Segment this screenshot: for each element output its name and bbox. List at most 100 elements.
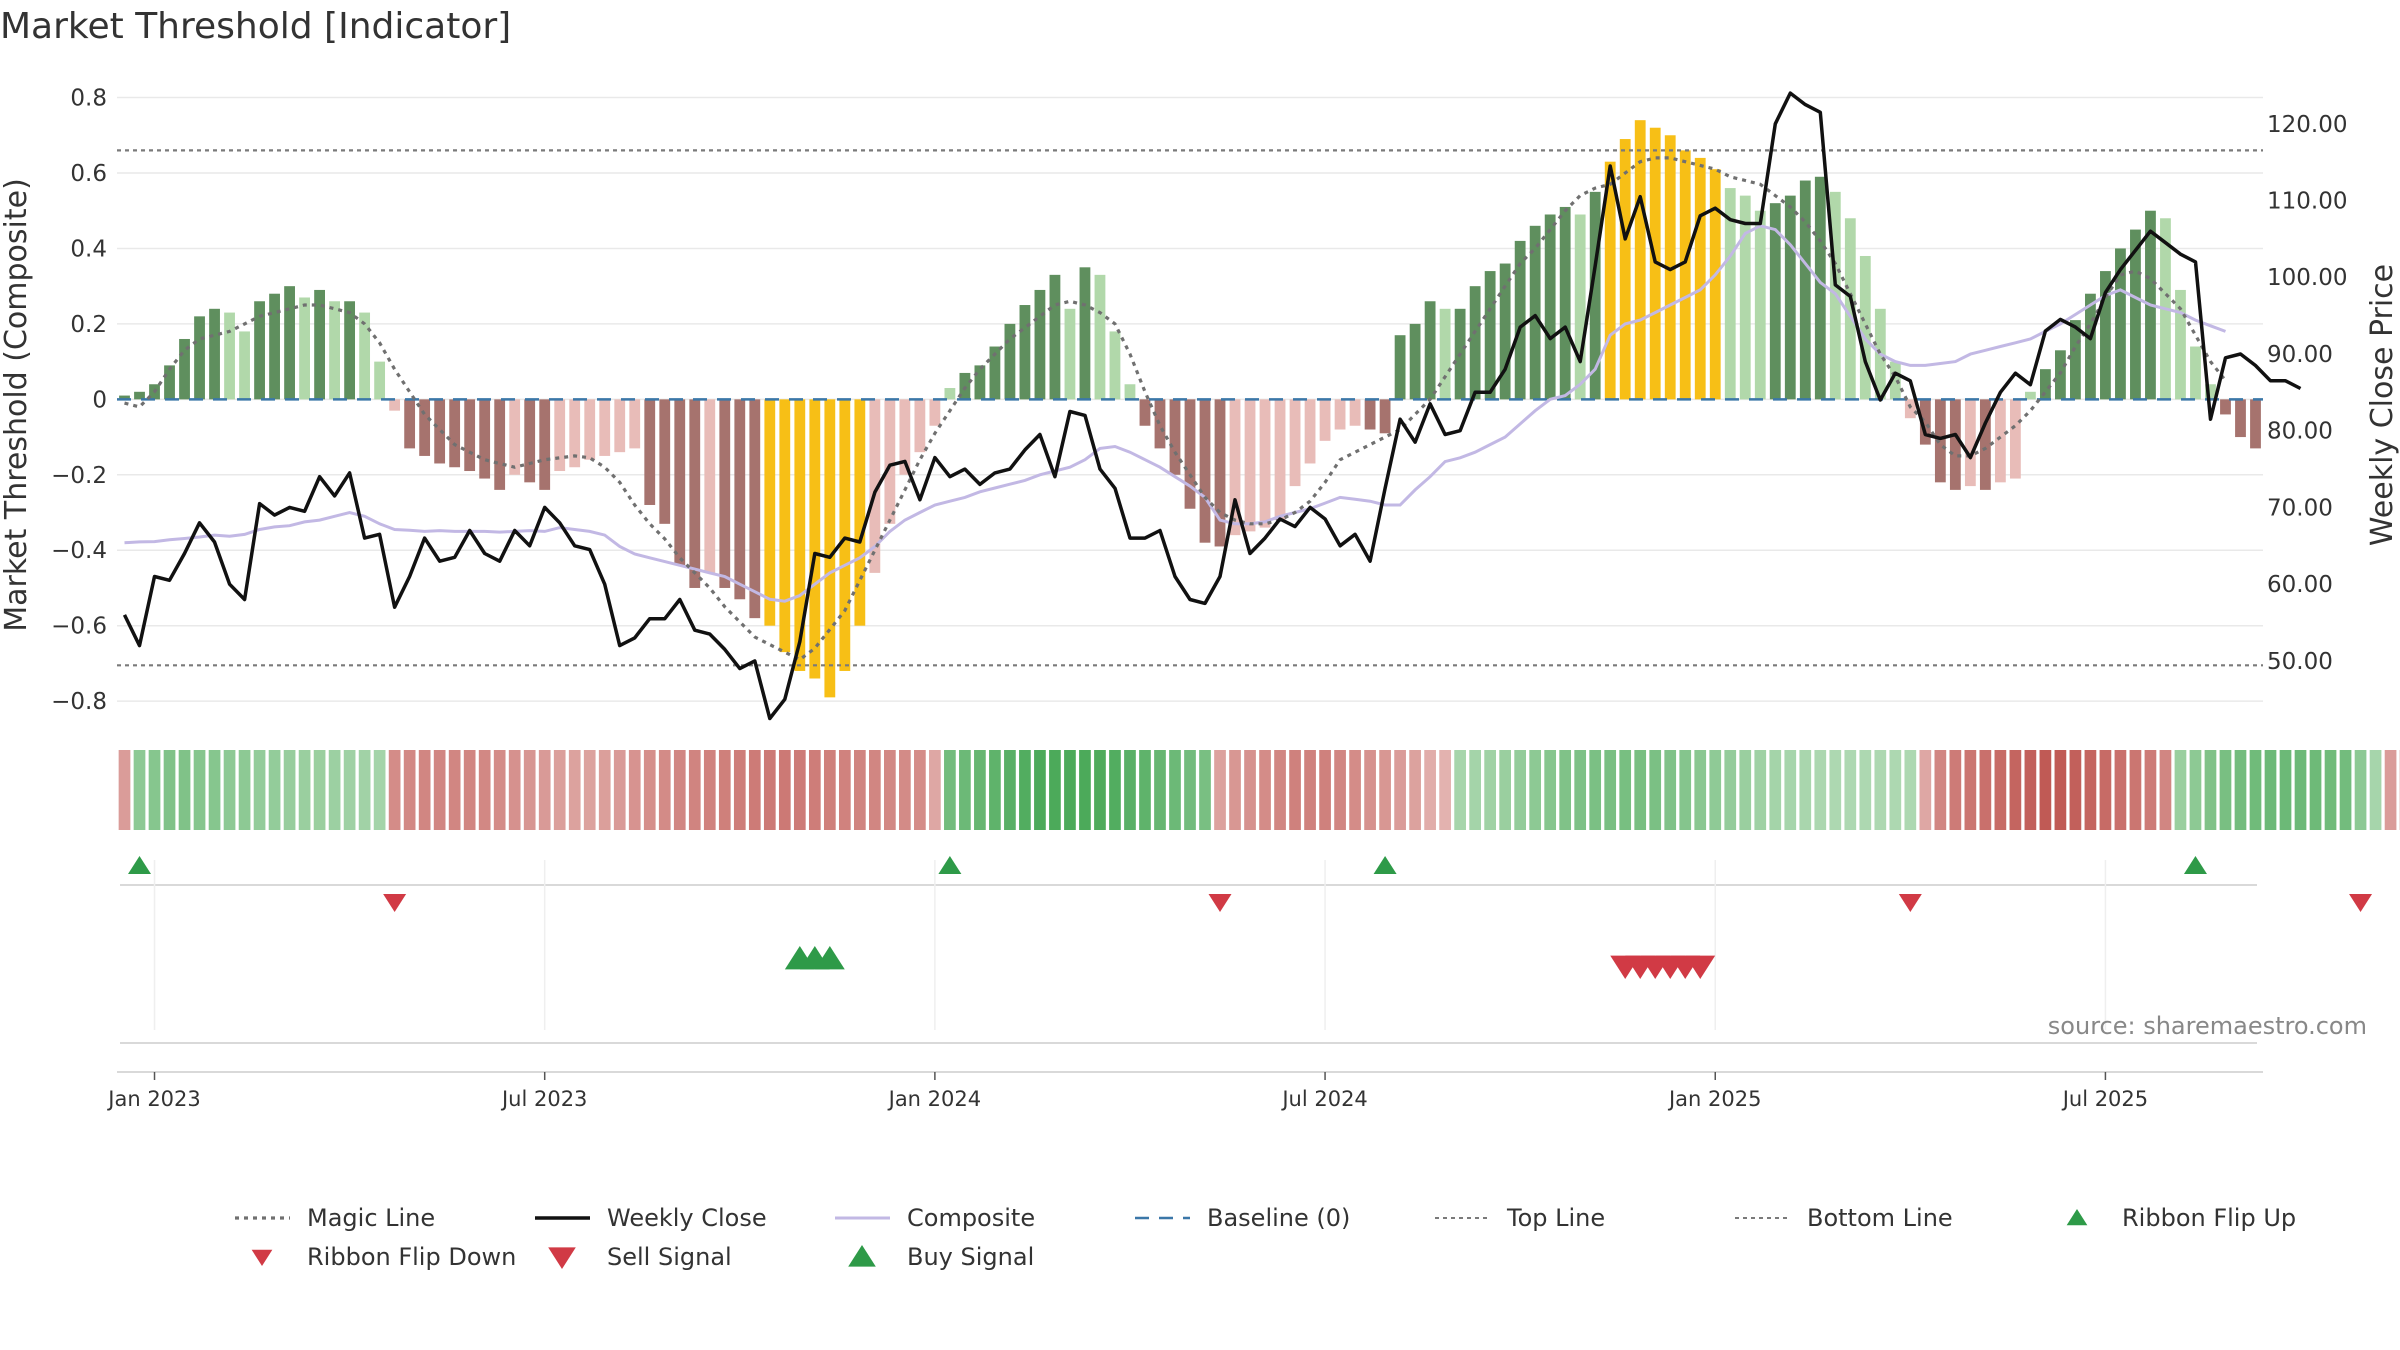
composite-bar <box>584 399 596 460</box>
ribbon-cell <box>1364 750 1376 830</box>
composite-bar <box>359 312 371 400</box>
ribbon-cell <box>1229 750 1241 830</box>
composite-bar <box>1154 399 1166 449</box>
ribbon-cell <box>268 750 281 830</box>
composite-bar <box>1334 399 1346 430</box>
composite-bar <box>1784 195 1796 400</box>
composite-bar <box>2115 248 2126 400</box>
ribbon-cell <box>493 750 506 830</box>
legend-label: Magic Line <box>307 1204 435 1232</box>
ribbon-cell <box>748 750 761 830</box>
composite-bar <box>2100 271 2111 400</box>
right-tick-label: 50.00 <box>2267 649 2333 675</box>
composite-bar <box>1364 399 1376 430</box>
right-tick-label: 120.00 <box>2267 112 2347 138</box>
composite-bar <box>1619 139 1631 400</box>
composite-bar <box>404 399 416 449</box>
date-tick-label: Jan 2024 <box>887 1087 982 1111</box>
ribbon-cell <box>1799 750 1812 830</box>
ribbon-cell <box>1124 750 1136 830</box>
composite-bar <box>1064 308 1076 400</box>
ribbon-cell <box>1424 750 1436 830</box>
ribbon-cell <box>163 750 176 830</box>
composite-bar <box>1544 214 1556 400</box>
composite-bar <box>854 399 866 626</box>
composite-bar <box>839 399 851 671</box>
composite-bar <box>1229 399 1241 536</box>
composite-bar <box>1679 150 1691 400</box>
ribbon-cell <box>1979 750 1992 830</box>
ribbon-cell <box>313 750 326 830</box>
composite-bar <box>524 399 536 483</box>
ribbon-cell <box>1949 750 1962 830</box>
composite-bar <box>1949 399 1961 490</box>
ribbon-cell <box>1859 750 1872 830</box>
right-tick-label: 110.00 <box>2267 188 2347 214</box>
ribbon-cell <box>929 750 941 830</box>
ribbon-flip-down-marker <box>2349 894 2373 912</box>
ribbon-cell <box>974 750 986 830</box>
ribbon-cell <box>1169 750 1181 830</box>
ribbon-cell <box>2024 750 2037 830</box>
left-tick-label: −0.6 <box>51 614 107 640</box>
left-tick-label: 0.6 <box>70 161 107 187</box>
ribbon-cell <box>1499 750 1511 830</box>
ribbon-cell <box>1634 750 1647 830</box>
ribbon-cell <box>1919 750 1932 830</box>
composite-bar <box>2205 384 2216 400</box>
composite-bar <box>1634 120 1646 400</box>
ribbon-cell <box>1784 750 1797 830</box>
ribbon-cell <box>2384 750 2397 830</box>
composite-bar <box>2130 229 2141 400</box>
ribbon-panel <box>118 750 2400 830</box>
ribbon-cell <box>1934 750 1947 830</box>
composite-bar <box>1079 267 1091 400</box>
legend: Magic Line Weekly Close Composite Baseline … <box>235 1204 2296 1271</box>
composite-bar <box>1214 399 1226 547</box>
composite-bar <box>329 301 341 400</box>
composite-bar <box>974 365 986 400</box>
legend-label: Bottom Line <box>1807 1204 1953 1232</box>
composite-bar <box>1004 323 1016 400</box>
ribbon-flip-up-marker <box>128 856 152 874</box>
composite-bar <box>1184 399 1196 509</box>
composite-bar <box>1589 191 1601 400</box>
ribbon-cell <box>793 750 806 830</box>
composite-bar <box>629 399 641 449</box>
ribbon-cell <box>1529 750 1542 830</box>
ribbon-cell <box>628 750 641 830</box>
down-triangle-swatch <box>548 1247 576 1269</box>
right-tick-label: 80.00 <box>2267 419 2333 445</box>
composite-bar <box>134 391 145 400</box>
composite-bar <box>1964 399 1976 487</box>
composite-bar <box>2175 289 2186 400</box>
composite-bar <box>1529 225 1541 400</box>
composite-bar <box>1844 218 1856 400</box>
composite-bar <box>254 301 265 400</box>
ribbon-cell <box>853 750 866 830</box>
composite-bar <box>884 399 896 524</box>
ribbon-cell <box>2009 750 2022 830</box>
ribbon-cell <box>1259 750 1271 830</box>
ribbon-cell <box>1814 750 1827 830</box>
legend-item: Composite <box>835 1204 1035 1232</box>
ribbon-cell <box>1454 750 1466 830</box>
legend-label: Baseline (0) <box>1207 1204 1350 1232</box>
composite-bar <box>539 399 551 490</box>
composite-line <box>124 224 2227 603</box>
composite-bar <box>209 308 220 400</box>
composite-bar <box>1934 399 1946 483</box>
composite-bar <box>734 399 746 600</box>
ribbon-cell <box>1679 750 1692 830</box>
composite-bar <box>1409 323 1421 400</box>
ribbon-cell <box>1214 750 1226 830</box>
ribbon-flip-down-marker <box>1898 894 1922 912</box>
composite-bar <box>644 399 656 505</box>
ribbon-cell <box>1244 750 1256 830</box>
ribbon-cell <box>1889 750 1902 830</box>
composite-bar <box>2250 399 2261 449</box>
ribbon-cell <box>403 750 416 830</box>
composite-bar <box>1019 305 1031 400</box>
composite-bar <box>1919 399 1931 445</box>
ribbon-cell <box>148 750 161 830</box>
